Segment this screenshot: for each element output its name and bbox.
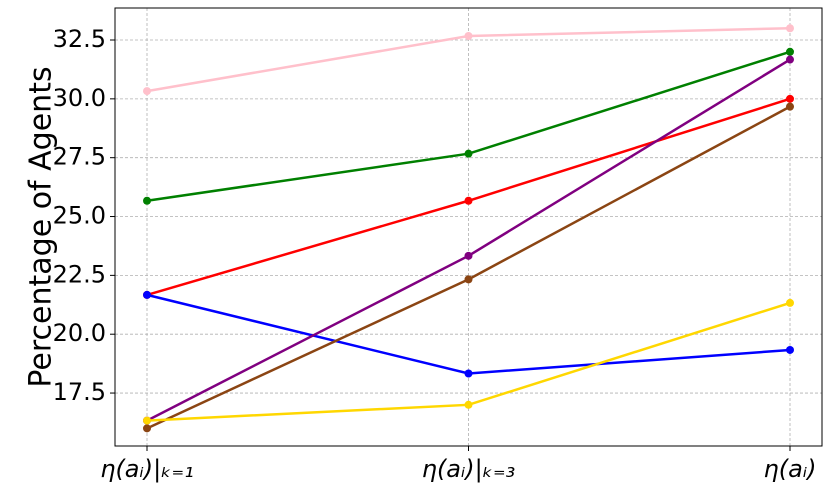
point bbox=[786, 345, 794, 354]
y-axis-label: Percentage of Agents bbox=[24, 66, 59, 387]
y-tick-label: 17.5 bbox=[53, 378, 106, 406]
point bbox=[143, 416, 151, 425]
point bbox=[464, 251, 473, 260]
y-tick-label: 30.0 bbox=[53, 84, 106, 112]
point bbox=[786, 55, 794, 64]
point bbox=[143, 424, 151, 433]
point bbox=[786, 94, 794, 103]
point bbox=[143, 87, 151, 96]
x-tick-label: η(aᵢ)|ₖ₌₁ bbox=[100, 455, 194, 483]
point bbox=[143, 290, 151, 299]
point bbox=[464, 369, 473, 378]
plot-frame bbox=[114, 7, 823, 447]
point bbox=[464, 149, 473, 158]
point bbox=[464, 400, 473, 409]
x-tick-label: η(aᵢ) bbox=[764, 455, 817, 483]
point bbox=[464, 275, 473, 284]
y-tick-label: 22.5 bbox=[53, 260, 106, 288]
point bbox=[464, 32, 473, 41]
point bbox=[464, 196, 473, 205]
y-tick-label: 32.5 bbox=[53, 25, 106, 53]
y-tick-label: 25.0 bbox=[53, 202, 106, 230]
point bbox=[786, 298, 794, 307]
point bbox=[786, 102, 794, 111]
point bbox=[786, 24, 794, 33]
point bbox=[143, 196, 151, 205]
point bbox=[786, 47, 794, 56]
y-tick-label: 27.5 bbox=[53, 143, 106, 171]
x-tick-label: η(aᵢ)|ₖ₌₃ bbox=[422, 455, 516, 483]
y-tick-label: 20.0 bbox=[53, 319, 106, 347]
